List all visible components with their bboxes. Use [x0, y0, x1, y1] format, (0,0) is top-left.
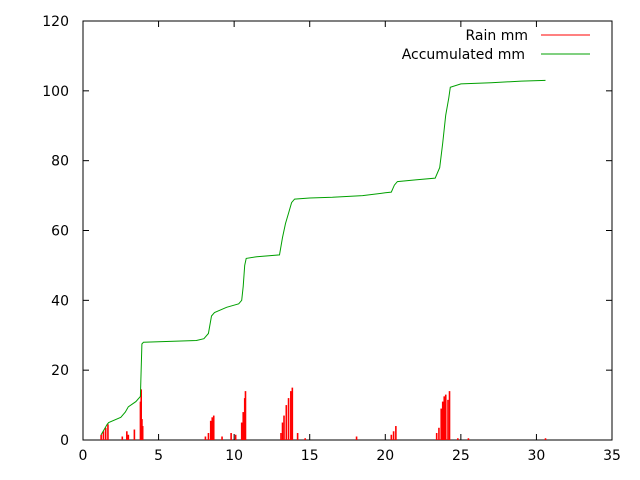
y-tick-label: 80 [51, 154, 69, 170]
y-tick-label: 120 [42, 14, 69, 30]
y-tick-label: 100 [42, 84, 69, 100]
legend: Rain mm Accumulated mm [402, 28, 590, 63]
x-tick-label: 35 [603, 448, 621, 464]
x-tick-label: 30 [528, 448, 546, 464]
x-tick-label: 15 [301, 448, 319, 464]
x-tick-label: 0 [79, 448, 88, 464]
y-tick-label: 60 [51, 224, 69, 240]
rain-series [100, 387, 547, 440]
x-tick-label: 20 [376, 448, 394, 464]
plot-frame [82, 20, 613, 441]
legend-label-rain: Rain mm [466, 28, 529, 44]
y-tick-label: 0 [60, 433, 69, 449]
y-tick-label: 20 [51, 363, 69, 379]
x-tick-label: 10 [225, 448, 243, 464]
accumulated-line [100, 79, 546, 436]
legend-label-accumulated: Accumulated mm [402, 47, 525, 63]
x-tick-label: 25 [452, 448, 470, 464]
axes: 0 5 10 15 20 25 30 35 0 20 40 60 80 100 120 [42, 14, 621, 464]
y-tick-label: 40 [51, 293, 69, 309]
x-tick-label: 5 [154, 448, 163, 464]
